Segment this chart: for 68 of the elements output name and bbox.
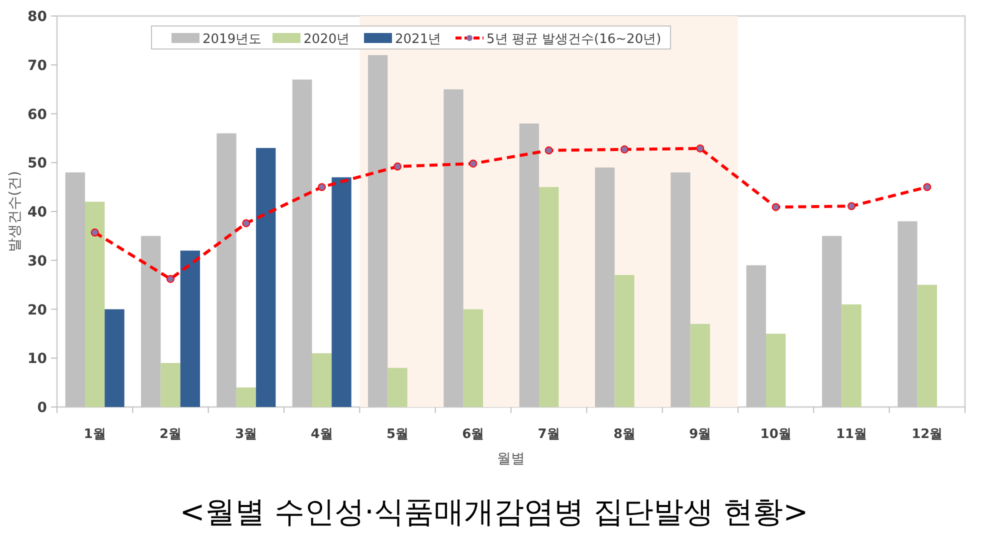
bar — [160, 363, 180, 407]
point — [469, 160, 478, 168]
y-tick-label: 10 — [28, 351, 48, 368]
bar — [519, 124, 539, 407]
x-tick-label: 12월 — [912, 427, 943, 442]
point — [923, 183, 932, 192]
x-tick-label: 5월 — [386, 427, 409, 442]
bar — [84, 202, 105, 407]
x-tick-label: 8월 — [613, 427, 636, 442]
point — [166, 274, 174, 283]
bar — [292, 80, 312, 407]
x-tick-label: 11월 — [836, 427, 868, 442]
bar — [180, 250, 200, 407]
x-tick-label: 1월 — [84, 427, 106, 442]
bar — [312, 353, 332, 407]
bar — [463, 309, 484, 407]
x-tick-label: 7월 — [538, 427, 560, 442]
y-tick-label: 20 — [28, 302, 48, 318]
point — [620, 145, 628, 154]
y-tick-label: 30 — [28, 253, 48, 270]
bar — [368, 55, 388, 407]
bar — [898, 221, 918, 407]
bar — [236, 387, 256, 407]
bar — [842, 304, 862, 407]
y-tick-label: 80 — [28, 9, 48, 25]
bar — [538, 187, 559, 407]
point — [90, 228, 99, 237]
bar — [594, 168, 615, 407]
x-tick-label: 6월 — [462, 427, 484, 442]
bar — [332, 177, 352, 407]
legend-label: 2019년도 — [202, 32, 262, 47]
y-tick-label: 70 — [28, 58, 48, 74]
y-tick-label: 0 — [37, 400, 48, 416]
bar — [388, 368, 408, 407]
x-tick-label: 4월 — [310, 427, 333, 442]
bar — [216, 133, 236, 407]
point — [772, 203, 780, 212]
bar — [670, 172, 690, 407]
y-axis-title: 발생건수(건) — [7, 171, 23, 252]
point — [242, 219, 250, 228]
bar — [614, 275, 634, 407]
point — [848, 202, 856, 210]
bar — [822, 236, 842, 407]
legend-label: 5년 평균 발생건수(16~20년) — [486, 32, 662, 47]
legend-label: 2021년 — [395, 32, 442, 47]
x-tick-label: 2월 — [159, 427, 182, 442]
x-tick-label: 10월 — [760, 427, 792, 442]
bar — [65, 172, 85, 407]
bar — [140, 236, 161, 407]
bar — [746, 265, 766, 407]
bar — [256, 148, 276, 407]
bar — [104, 309, 124, 407]
point — [544, 146, 553, 154]
point — [318, 183, 326, 192]
x-axis-title: 월별 — [497, 451, 525, 467]
y-tick-label: 40 — [28, 204, 48, 220]
bar — [766, 334, 786, 407]
point — [696, 144, 704, 152]
bar — [690, 324, 710, 407]
bar — [444, 89, 464, 407]
bar — [917, 284, 938, 407]
x-tick-label: 9월 — [689, 427, 712, 442]
point — [394, 162, 402, 171]
y-tick-label: 60 — [28, 106, 48, 123]
y-tick-label: 50 — [28, 156, 48, 172]
x-tick-label: 3월 — [235, 427, 258, 442]
legend-label: 2020년 — [304, 32, 350, 47]
text: <월별 수인성·식품매개감염병 집단발생 현황> — [180, 495, 808, 530]
